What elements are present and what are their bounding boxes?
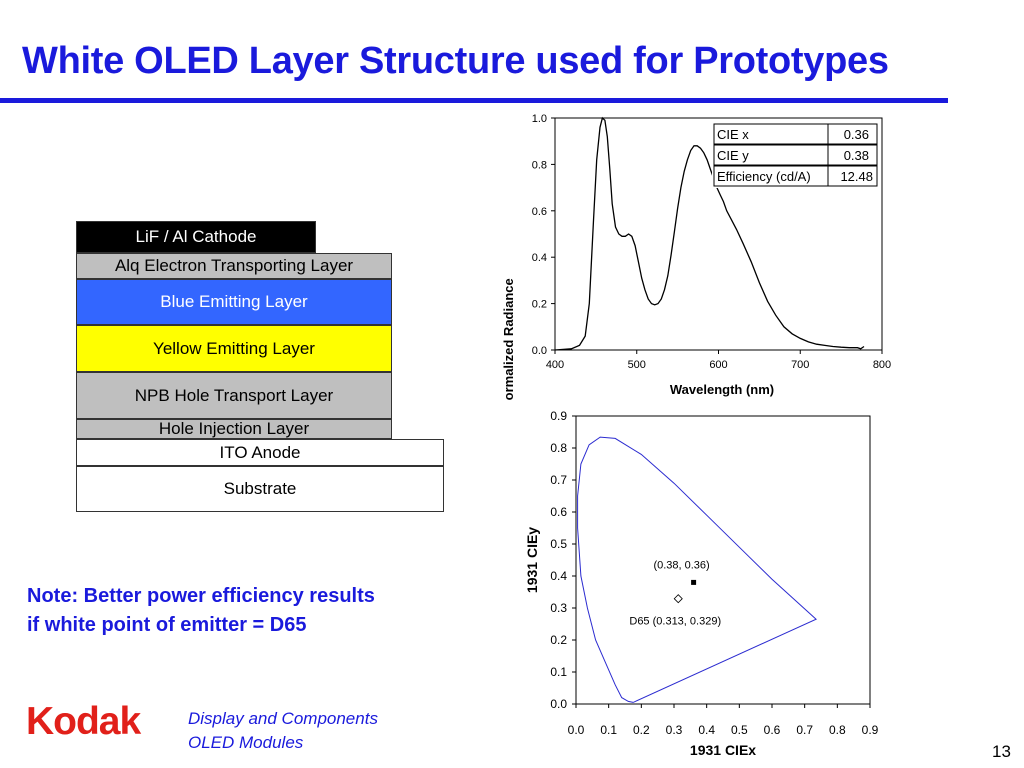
cie-table-label-2: Efficiency (cd/A): [717, 169, 811, 184]
cie-x-tick-label: 0.4: [698, 723, 715, 737]
cie-table-label-0: CIE x: [717, 127, 749, 142]
cie-point-measured: [691, 579, 697, 585]
spectrum-series-line: [554, 116, 865, 351]
cie-x-tick-label: 0.0: [568, 723, 585, 737]
spectrum-y-tick-label: 0.6: [532, 206, 547, 218]
layer-electron-transport: Alq Electron Transporting Layer: [76, 253, 392, 279]
spectrum-x-tick-label: 600: [709, 359, 727, 371]
cie-point-measured-label: (0.38, 0.36): [653, 559, 709, 571]
spectrum-chart: 0.0 0.2 0.4 0.6 0.8 1.0 400 500 600 700 800 Wavel…: [501, 113, 891, 400]
cie-y-tick-label: 0.1: [550, 665, 567, 679]
cie-point-d65: [673, 594, 683, 604]
cie-table: CIE x 0.36 CIE y 0.38 Efficiency (cd/A) …: [712, 122, 878, 188]
spectrum-x-tick-label: 700: [791, 359, 809, 371]
cie-point-d65-label: D65 (0.313, 0.329): [629, 616, 721, 628]
cie-y-tick-label: 0.9: [550, 409, 567, 423]
cie-y-tick-label: 0.2: [550, 633, 567, 647]
cie-x-label: 1931 CIEx: [690, 742, 756, 758]
cie-x-tick-label: 0.8: [829, 723, 846, 737]
cie-y-tick-label: 0.6: [550, 505, 567, 519]
footer-text: Display and Components OLED Modules: [188, 707, 378, 755]
layer-blue-emitting: Blue Emitting Layer: [76, 279, 392, 325]
spectrum-x-tick-label: 500: [628, 359, 646, 371]
cie-y-tick-label: 0.0: [550, 697, 567, 711]
cie-x-tick-label: 0.3: [666, 723, 683, 737]
cie-spectral-locus: [577, 436, 817, 703]
title-rule: [0, 98, 948, 103]
cie-x-tick-label: 0.1: [600, 723, 617, 737]
note: Note: Better power efficiency results if…: [27, 582, 375, 640]
layer-substrate: Substrate: [76, 466, 444, 512]
spectrum-x-tick-label: 800: [873, 359, 891, 371]
layer-ito-anode: ITO Anode: [76, 439, 444, 466]
spectrum-y-label: Normalized Radiance: [501, 278, 516, 400]
page-number: 13: [992, 742, 1011, 761]
cie-x-tick-label: 0.7: [796, 723, 813, 737]
cie-table-value-0: 0.36: [844, 127, 869, 142]
slide-title: White OLED Layer Structure used for Prot…: [22, 40, 889, 82]
cie-x-tick-label: 0.2: [633, 723, 650, 737]
cie-plot-area: [575, 415, 871, 705]
spectrum-y-tick-label: 1.0: [532, 113, 547, 125]
spectrum-x-label: Wavelength (nm): [670, 382, 774, 397]
spectrum-y-tick-label: 0.8: [532, 159, 547, 171]
spectrum-y-tick-label: 0.4: [532, 252, 547, 264]
cie-y-label: 1931 CIEy: [524, 527, 540, 593]
layer-cathode: LiF / Al Cathode: [76, 221, 316, 253]
footer-line-1: Display and Components: [188, 709, 378, 728]
kodak-logo: Kodak: [26, 700, 141, 743]
layer-hole-transport: NPB Hole Transport Layer: [76, 372, 392, 419]
cie-y-tick-label: 0.5: [550, 537, 567, 551]
footer-line-2: OLED Modules: [188, 733, 304, 752]
cie-y-tick-label: 0.7: [550, 473, 567, 487]
spectrum-y-tick-label: 0.2: [532, 299, 547, 311]
cie-x-tick-label: 0.9: [862, 723, 879, 737]
cie-y-tick-label: 0.8: [550, 441, 567, 455]
layer-hole-injection: Hole Injection Layer: [76, 419, 392, 439]
cie-chart: 0.0 0.1 0.2 0.3 0.4 0.5 0.6 0.7 0.8 0.9 0.0 0.1 0.2…: [524, 409, 879, 758]
cie-table-value-2: 12.48: [840, 169, 873, 184]
cie-y-tick-label: 0.3: [550, 601, 567, 615]
cie-table-label-1: CIE y: [717, 148, 749, 163]
spectrum-x-tick-label: 400: [546, 359, 564, 371]
cie-x-tick-label: 0.6: [764, 723, 781, 737]
note-line-2: if white point of emitter = D65: [27, 614, 307, 636]
spectrum-y-tick-label: 0.0: [532, 345, 547, 357]
layer-yellow-emitting: Yellow Emitting Layer: [76, 325, 392, 372]
note-line-1: Note: Better power efficiency results: [27, 585, 375, 607]
cie-x-tick-label: 0.5: [731, 723, 748, 737]
cie-y-tick-label: 0.4: [550, 569, 567, 583]
cie-table-value-1: 0.38: [844, 148, 869, 163]
